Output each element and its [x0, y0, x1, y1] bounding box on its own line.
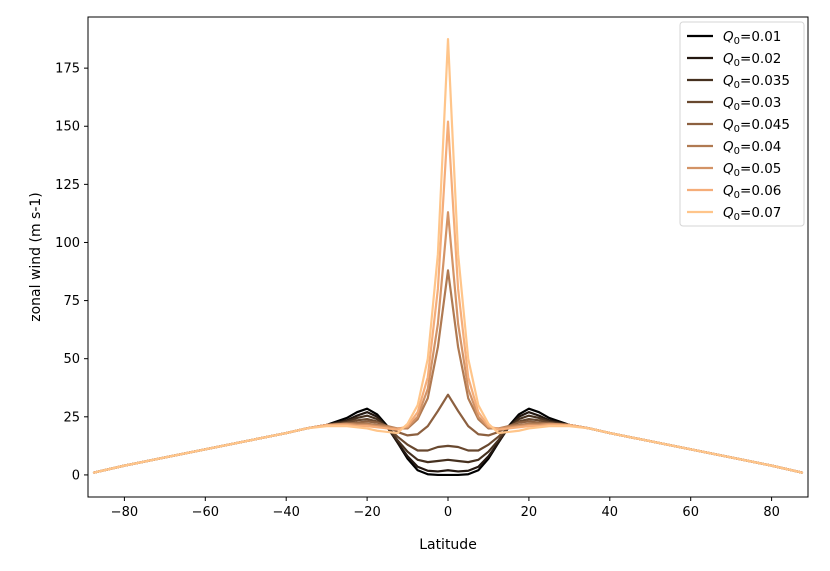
- x-tick-label: −20: [353, 505, 380, 520]
- legend-item: Q0=0.01: [687, 29, 781, 47]
- x-tick-label: 20: [521, 505, 538, 520]
- x-axis-label: Latitude: [419, 537, 477, 553]
- legend-item: Q0=0.03: [687, 95, 781, 113]
- y-tick-label: 50: [63, 352, 80, 367]
- legend-box: [679, 21, 805, 227]
- legend-label: Q0=0.06: [723, 183, 781, 201]
- y-tick-label: 75: [63, 294, 80, 309]
- legend-label: Q0=0.035: [723, 73, 790, 91]
- legend-item: Q0=0.045: [687, 117, 790, 135]
- y-tick-label: 25: [63, 410, 80, 425]
- legend-label: Q0=0.05: [723, 161, 781, 179]
- y-axis: 0 25 50 75 100 125 150 175: [55, 62, 88, 483]
- legend-label: Q0=0.01: [723, 29, 781, 47]
- series-line-3: [92, 418, 804, 474]
- x-axis: −80 −60 −40 −20 0 20 40 60 80: [111, 497, 780, 520]
- x-tick-label: 40: [602, 505, 619, 520]
- y-tick-label: 150: [55, 120, 80, 135]
- y-axis-label: zonal wind (m s-1): [28, 192, 44, 322]
- plot-lines: [92, 37, 804, 477]
- x-tick-label: 0: [444, 505, 452, 520]
- x-tick-label: −80: [111, 505, 138, 520]
- y-tick-label: 125: [55, 178, 80, 193]
- series-line-2: [92, 414, 804, 474]
- legend-label: Q0=0.045: [723, 117, 790, 135]
- legend: Q0=0.01 Q0=0.02 Q0=0.035 Q0=0.03 Q0=0.045 Q0=…: [679, 21, 805, 227]
- legend-label: Q0=0.07: [723, 205, 781, 223]
- legend-item: Q0=0.04: [687, 139, 781, 157]
- x-tick-label: −40: [272, 505, 299, 520]
- y-tick-label: 100: [55, 236, 80, 251]
- y-tick-label: 175: [55, 62, 80, 77]
- x-tick-label: 80: [763, 505, 780, 520]
- legend-item: Q0=0.05: [687, 161, 781, 179]
- legend-label: Q0=0.04: [723, 139, 781, 157]
- legend-item: Q0=0.06: [687, 183, 781, 201]
- series-line-5: [92, 269, 804, 474]
- series-line-8: [92, 37, 804, 474]
- y-tick-label: 0: [72, 468, 80, 483]
- legend-label: Q0=0.03: [723, 95, 781, 113]
- x-tick-label: 60: [682, 505, 699, 520]
- series-line-1: [92, 411, 804, 474]
- legend-item: Q0=0.02: [687, 51, 781, 69]
- series-line-6: [92, 211, 804, 474]
- series-line-0: [92, 407, 804, 477]
- x-tick-label: −60: [192, 505, 219, 520]
- legend-item: Q0=0.035: [687, 73, 790, 91]
- legend-item: Q0=0.07: [687, 205, 781, 223]
- legend-label: Q0=0.02: [723, 51, 781, 69]
